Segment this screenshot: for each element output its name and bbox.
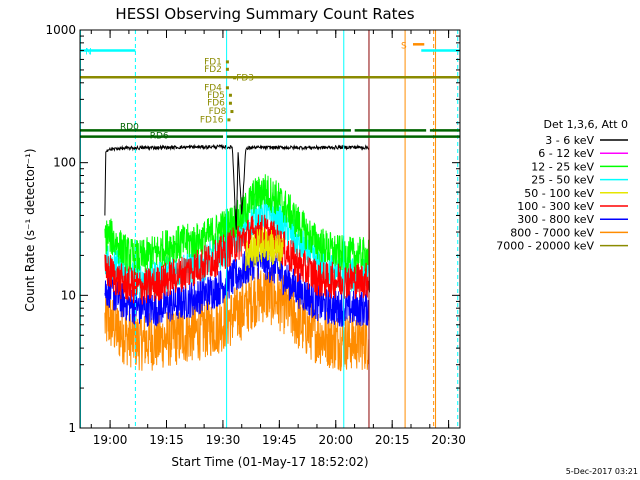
fd-label-fd1: FD1 [204, 57, 222, 67]
series-300-800-kev [104, 243, 370, 327]
data-layer [104, 143, 370, 372]
plot-frame [79, 29, 461, 429]
legend-label-7000-20000-kev: 7000 - 20000 keV [496, 240, 594, 253]
footer-timestamp: 5-Dec-2017 03:21 [566, 467, 638, 476]
series-3-6-kev [104, 143, 370, 293]
fd-label-fd6: FD6 [207, 99, 225, 109]
y-axis-label: Count Rate (s⁻¹ detector⁻¹) [23, 148, 37, 311]
x-tick-label-20-30: 20:30 [431, 433, 466, 447]
series-100-300-kev [104, 214, 370, 305]
fd-label-fd5: FD5 [207, 91, 225, 101]
fd-marker-fd4 [225, 86, 229, 90]
legend-label-6-12-kev: 6 - 12 keV [538, 147, 594, 160]
legend-label-50-100-kev: 50 - 100 keV [524, 187, 594, 200]
fd-marker-fd16 [227, 118, 231, 122]
legend-label-12-25-kev: 12 - 25 keV [531, 160, 594, 173]
region-label-n: N [85, 48, 92, 58]
legend-label-100-300-kev: 100 - 300 keV [517, 200, 594, 213]
fd-label-fd3: FD3 [236, 73, 254, 83]
fd-marker-fd5 [228, 93, 232, 97]
x-tick-label-19-45: 19:45 [262, 433, 297, 447]
fd-label-fd4: FD4 [204, 83, 222, 93]
fd-marker-fd6 [228, 101, 232, 105]
legend-label-3-6-kev: 3 - 6 keV [545, 134, 594, 147]
fd-label-fd16: FD16 [200, 115, 224, 125]
y-tick-label-1000: 1000 [45, 23, 76, 37]
fd-marker-fd2 [225, 67, 229, 71]
series-50-100-kev [245, 227, 284, 272]
y-tick-label-1: 1 [68, 421, 76, 435]
y-tick-label-10: 10 [61, 288, 76, 302]
legend-label-25-50-kev: 25 - 50 keV [531, 174, 594, 187]
legend-label-300-800-kev: 300 - 800 keV [517, 213, 594, 226]
fd-marker-fd8 [230, 110, 234, 114]
fd-label-fd8: FD8 [209, 107, 227, 117]
rd-label-rd6: RD6 [150, 132, 169, 142]
legend-title: Det 1,3,6, Att 0 [544, 118, 628, 131]
series-12-25-kev [104, 174, 370, 276]
x-tick-label-19-30: 19:30 [206, 433, 241, 447]
fd-label-fd2: FD2 [204, 65, 222, 75]
fd-marker-fd3 [233, 76, 237, 80]
x-tick-label-20-00: 20:00 [318, 433, 353, 447]
x-axis-label: Start Time (01-May-17 18:52:02) [171, 455, 368, 469]
region-label-s: S [401, 41, 407, 51]
series-25-50-kev [104, 194, 370, 299]
x-tick-label-19-15: 19:15 [149, 433, 184, 447]
legend-label-800-7000-kev: 800 - 7000 keV [510, 226, 594, 239]
fd-marker-fd1 [225, 60, 229, 64]
rd-label-rd0: RD0 [120, 122, 139, 132]
chart-title: HESSI Observing Summary Count Rates [115, 5, 414, 23]
x-tick-label-20-15: 20:15 [375, 433, 410, 447]
y-tick-label-100: 100 [53, 156, 76, 170]
x-tick-label-19-00: 19:00 [93, 433, 128, 447]
axes: 1 10 100 1000 19:00 19:15 19:30 19:45 20:00 20:15… [45, 23, 465, 447]
